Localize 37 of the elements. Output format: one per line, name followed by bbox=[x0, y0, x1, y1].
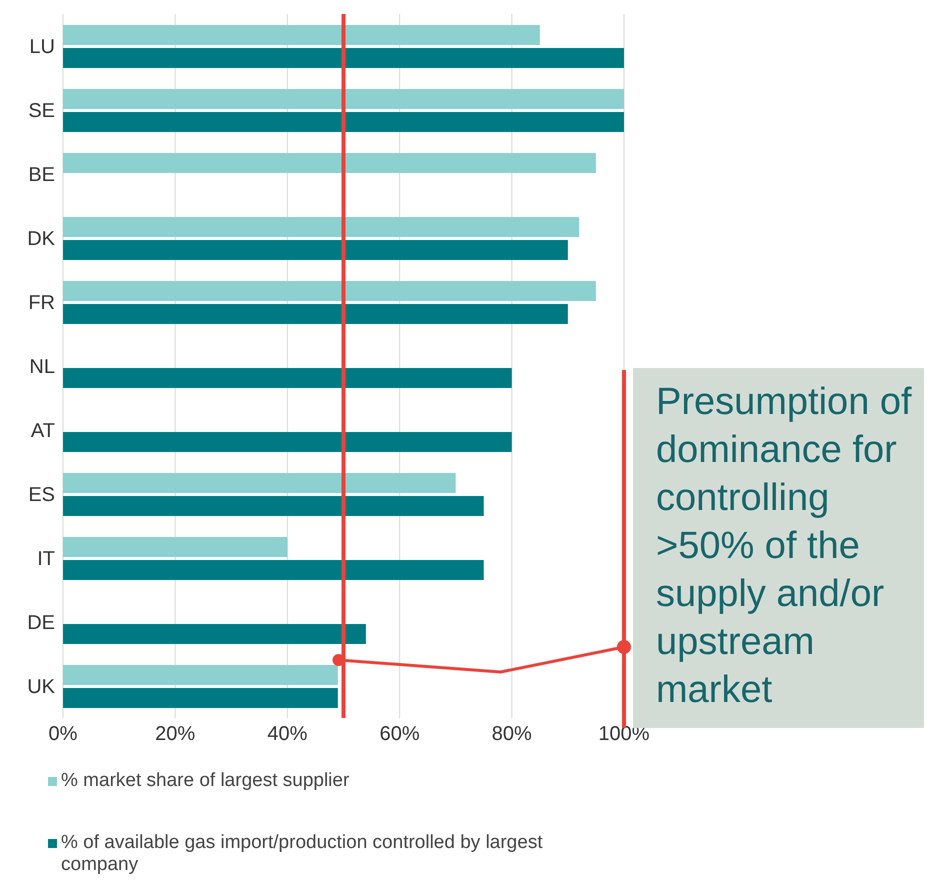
y-tick-label: FR bbox=[28, 292, 55, 314]
bar bbox=[63, 304, 568, 324]
y-tick-label: NL bbox=[29, 356, 55, 378]
bar bbox=[63, 665, 338, 685]
bar bbox=[63, 153, 596, 173]
y-tick-label: LU bbox=[29, 36, 55, 58]
bar bbox=[63, 537, 288, 557]
bar bbox=[63, 89, 624, 109]
bar bbox=[63, 281, 596, 301]
bar bbox=[63, 560, 484, 580]
text: Presumption of dominance for controlling >50% of the supply and/or upstream market bbox=[656, 381, 912, 711]
bar bbox=[63, 48, 624, 68]
bar bbox=[63, 473, 456, 493]
bar bbox=[63, 496, 484, 516]
y-tick-label: ES bbox=[28, 484, 55, 506]
bar bbox=[63, 688, 338, 708]
bar bbox=[63, 368, 512, 388]
legend-label: % of available gas import/production controlled by largest company bbox=[61, 832, 544, 876]
y-tick-label: SE bbox=[28, 100, 55, 122]
x-tick-label: 40% bbox=[267, 723, 308, 746]
y-tick-label: AT bbox=[30, 420, 55, 442]
y-tick-label: UK bbox=[27, 676, 56, 698]
x-tick-label: 0% bbox=[48, 723, 78, 746]
x-tick-label: 60% bbox=[380, 723, 420, 746]
y-tick-label: DK bbox=[27, 228, 56, 250]
bar bbox=[63, 432, 512, 452]
bar bbox=[63, 624, 366, 644]
y-tick-label: BE bbox=[28, 164, 55, 186]
y-tick-label: DE bbox=[27, 612, 55, 634]
y-tick-label: IT bbox=[37, 548, 55, 570]
bar bbox=[63, 240, 568, 260]
x-tick-label: 20% bbox=[155, 723, 196, 746]
bar bbox=[63, 217, 580, 237]
bar bbox=[63, 112, 624, 132]
x-tick-label: 80% bbox=[492, 723, 532, 746]
bar bbox=[63, 25, 540, 45]
legend-label: % market share of largest supplier bbox=[61, 770, 350, 792]
